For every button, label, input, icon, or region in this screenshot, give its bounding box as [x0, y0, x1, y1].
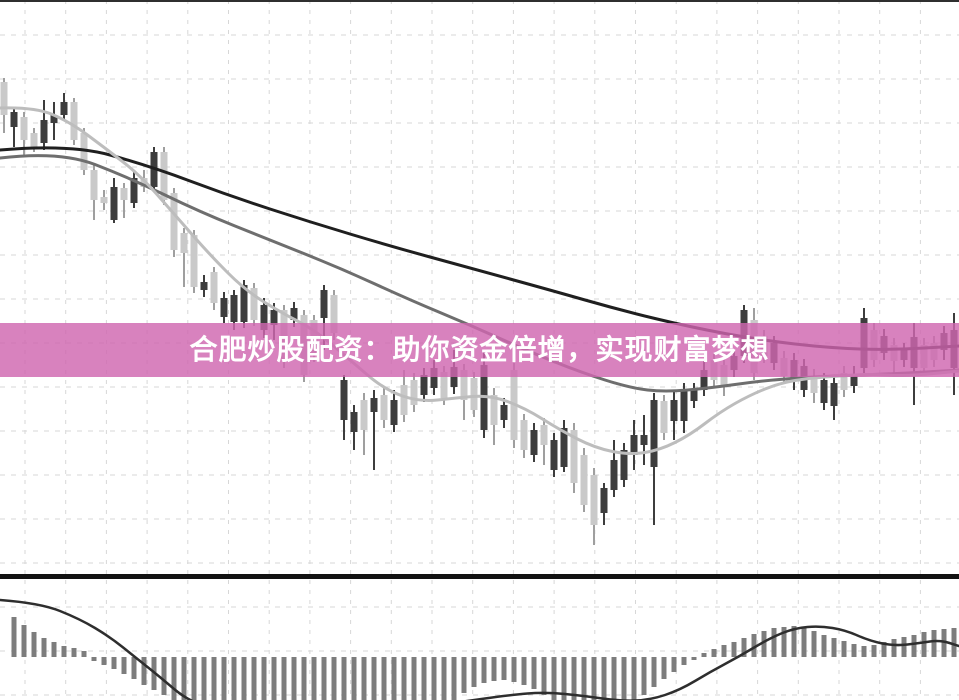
macd-signal-line — [0, 598, 959, 700]
panel-separator — [0, 574, 959, 579]
macd-histogram — [11, 617, 957, 700]
promo-banner-text: 合肥炒股配资：助你资金倍增，实现财富梦想 — [189, 334, 770, 365]
top-border — [0, 0, 959, 2]
promo-banner[interactable]: 合肥炒股配资：助你资金倍增，实现财富梦想 — [0, 323, 959, 377]
ma-fast-line — [0, 106, 959, 456]
